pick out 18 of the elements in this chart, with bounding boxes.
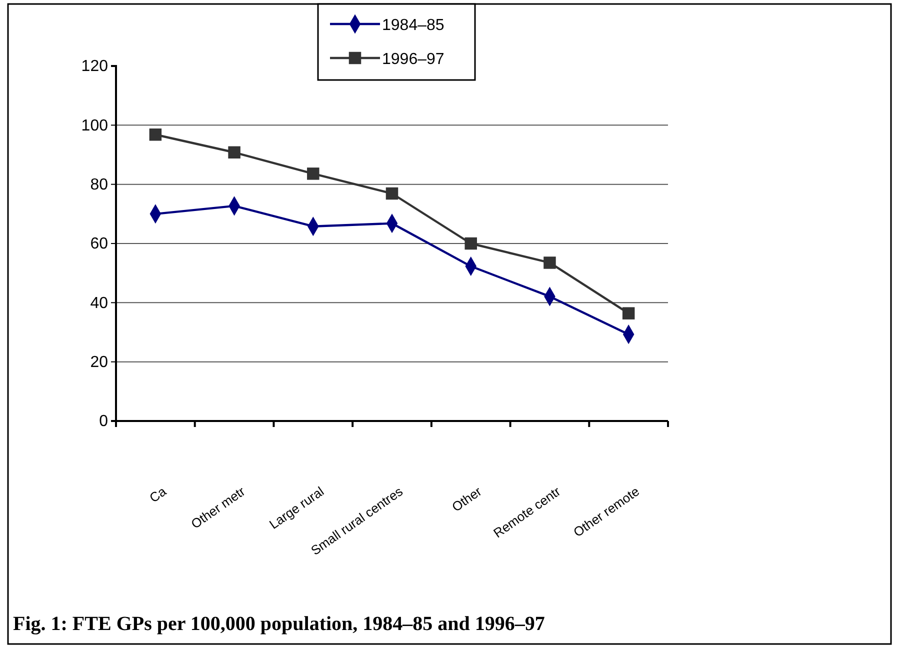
legend-label: 1996–97 [382, 51, 444, 68]
point [464, 237, 477, 250]
point [386, 187, 398, 200]
point [544, 256, 556, 269]
y-tick-label: 80 [90, 176, 108, 194]
y-tick-label: 0 [99, 413, 108, 430]
point [228, 146, 240, 159]
point [149, 128, 162, 141]
x-tick-label: Ca [146, 483, 170, 506]
point [307, 168, 320, 180]
point [622, 307, 635, 320]
y-tick-label: 60 [90, 236, 108, 253]
y-tick-label: 40 [90, 294, 108, 312]
y-tick-label: 120 [81, 58, 108, 76]
y-tick-label: 100 [81, 117, 108, 134]
y-tick-label: 20 [90, 354, 108, 371]
text: Fig. 1: FTE GPs per 100,000 population, 1984–85 and 1996–97 [13, 613, 545, 635]
legend-label: 1984–85 [382, 17, 444, 34]
